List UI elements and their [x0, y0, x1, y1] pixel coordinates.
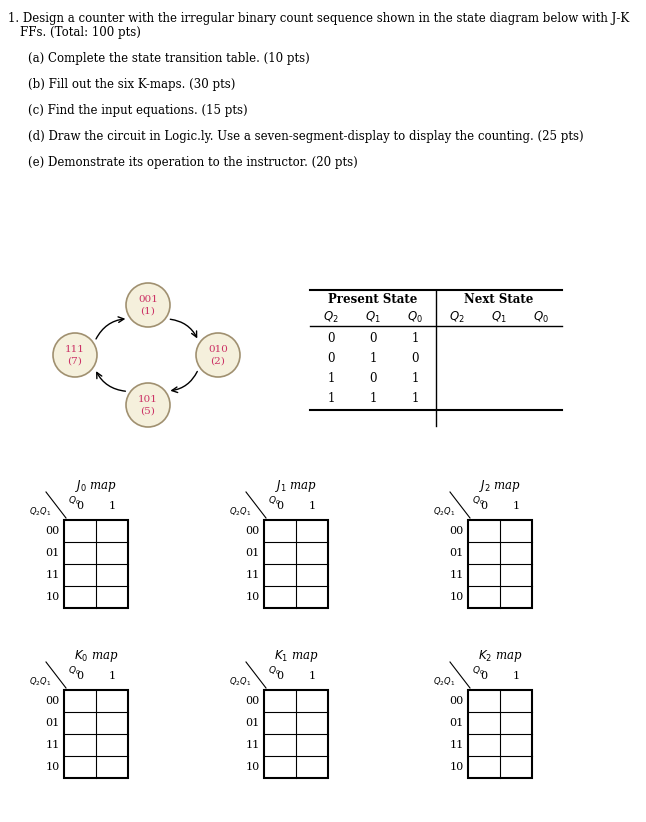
Text: 0: 0 — [412, 352, 419, 364]
Bar — [468, 690, 532, 778]
Text: 10: 10 — [450, 592, 464, 602]
Circle shape — [196, 333, 240, 377]
Circle shape — [126, 283, 170, 327]
Text: 10: 10 — [46, 592, 60, 602]
Text: 01: 01 — [245, 718, 260, 728]
Text: 1: 1 — [308, 671, 315, 681]
Text: Next State: Next State — [464, 293, 534, 306]
Text: $J_0$ map: $J_0$ map — [75, 478, 117, 494]
Text: 1: 1 — [412, 331, 419, 344]
Text: $Q_0$: $Q_0$ — [407, 310, 423, 325]
Text: Present State: Present State — [328, 293, 418, 306]
Text: $Q_0$: $Q_0$ — [472, 664, 484, 677]
Text: 11: 11 — [245, 570, 260, 580]
Bar — [264, 520, 328, 608]
Text: 0: 0 — [370, 331, 377, 344]
Bar — [468, 520, 532, 608]
Text: 10: 10 — [245, 762, 260, 772]
Text: $Q_2$: $Q_2$ — [449, 310, 465, 325]
Text: 111
(7): 111 (7) — [65, 344, 85, 366]
Text: 0: 0 — [481, 501, 488, 511]
Text: 1: 1 — [328, 391, 335, 404]
Text: 101
(5): 101 (5) — [138, 395, 158, 415]
Text: 1. Design a counter with the irregular binary count sequence shown in the state : 1. Design a counter with the irregular b… — [8, 12, 629, 25]
Circle shape — [126, 383, 170, 427]
Text: $Q_0$: $Q_0$ — [68, 664, 81, 677]
Text: 1: 1 — [109, 501, 116, 511]
Bar — [264, 690, 328, 778]
Text: 0: 0 — [328, 331, 335, 344]
Text: (e) Demonstrate its operation to the instructor. (20 pts): (e) Demonstrate its operation to the ins… — [28, 156, 358, 169]
Text: 11: 11 — [245, 740, 260, 750]
Text: 0: 0 — [76, 671, 83, 681]
Text: 11: 11 — [450, 570, 464, 580]
Text: 00: 00 — [450, 696, 464, 706]
Text: $Q_0$: $Q_0$ — [472, 494, 484, 506]
Text: 01: 01 — [245, 548, 260, 558]
Text: 0: 0 — [370, 372, 377, 385]
Text: 00: 00 — [46, 696, 60, 706]
Text: $Q_2Q_1$: $Q_2Q_1$ — [433, 676, 455, 688]
Text: 1: 1 — [370, 352, 377, 364]
Bar — [64, 690, 128, 778]
Text: 0: 0 — [276, 671, 284, 681]
Text: $J_2$ map: $J_2$ map — [479, 478, 521, 494]
Bar — [64, 520, 128, 608]
Text: 01: 01 — [450, 718, 464, 728]
Text: 01: 01 — [46, 718, 60, 728]
Text: 0: 0 — [328, 352, 335, 364]
Text: 1: 1 — [109, 671, 116, 681]
Text: 1: 1 — [328, 372, 335, 385]
Text: 11: 11 — [46, 740, 60, 750]
Text: (c) Find the input equations. (15 pts): (c) Find the input equations. (15 pts) — [28, 104, 247, 117]
Text: (d) Draw the circuit in Logic.ly. Use a seven-segment-display to display the cou: (d) Draw the circuit in Logic.ly. Use a … — [28, 130, 583, 143]
Text: 0: 0 — [276, 501, 284, 511]
Text: $Q_2Q_1$: $Q_2Q_1$ — [29, 676, 51, 688]
Text: 01: 01 — [46, 548, 60, 558]
Text: $K_2$ map: $K_2$ map — [478, 648, 522, 664]
Text: $Q_2Q_1$: $Q_2Q_1$ — [433, 506, 455, 518]
Text: 01: 01 — [450, 548, 464, 558]
Text: $Q_1$: $Q_1$ — [491, 310, 507, 325]
Text: 1: 1 — [512, 501, 519, 511]
Text: 1: 1 — [370, 391, 377, 404]
Text: $Q_2$: $Q_2$ — [323, 310, 339, 325]
Circle shape — [53, 333, 97, 377]
Text: 1: 1 — [412, 391, 419, 404]
Text: 1: 1 — [412, 372, 419, 385]
Text: $Q_0$: $Q_0$ — [533, 310, 549, 325]
Text: $K_0$ map: $K_0$ map — [74, 648, 118, 664]
Text: 10: 10 — [46, 762, 60, 772]
Text: 1: 1 — [308, 501, 315, 511]
Text: $Q_2Q_1$: $Q_2Q_1$ — [29, 506, 51, 518]
Text: 0: 0 — [76, 501, 83, 511]
Text: 11: 11 — [46, 570, 60, 580]
Text: 00: 00 — [450, 526, 464, 536]
Text: 00: 00 — [245, 526, 260, 536]
Text: 11: 11 — [450, 740, 464, 750]
Text: 10: 10 — [450, 762, 464, 772]
Text: 10: 10 — [245, 592, 260, 602]
Text: $Q_0$: $Q_0$ — [68, 494, 81, 506]
Text: (b) Fill out the six K-maps. (30 pts): (b) Fill out the six K-maps. (30 pts) — [28, 78, 235, 91]
Text: $K_1$ map: $K_1$ map — [274, 648, 318, 664]
Text: 00: 00 — [245, 696, 260, 706]
Text: $Q_0$: $Q_0$ — [268, 494, 281, 506]
Text: $Q_2Q_1$: $Q_2Q_1$ — [229, 676, 251, 688]
Text: $Q_1$: $Q_1$ — [365, 310, 381, 325]
Text: 0: 0 — [481, 671, 488, 681]
Text: $Q_2Q_1$: $Q_2Q_1$ — [229, 506, 251, 518]
Text: 1: 1 — [512, 671, 519, 681]
Text: 00: 00 — [46, 526, 60, 536]
Text: $Q_0$: $Q_0$ — [268, 664, 281, 677]
Text: $J_1$ map: $J_1$ map — [275, 478, 317, 494]
Text: 010
(2): 010 (2) — [208, 344, 228, 366]
Text: (a) Complete the state transition table. (10 pts): (a) Complete the state transition table.… — [28, 52, 309, 65]
Text: FFs. (Total: 100 pts): FFs. (Total: 100 pts) — [20, 26, 141, 39]
Text: 001
(1): 001 (1) — [138, 294, 158, 316]
